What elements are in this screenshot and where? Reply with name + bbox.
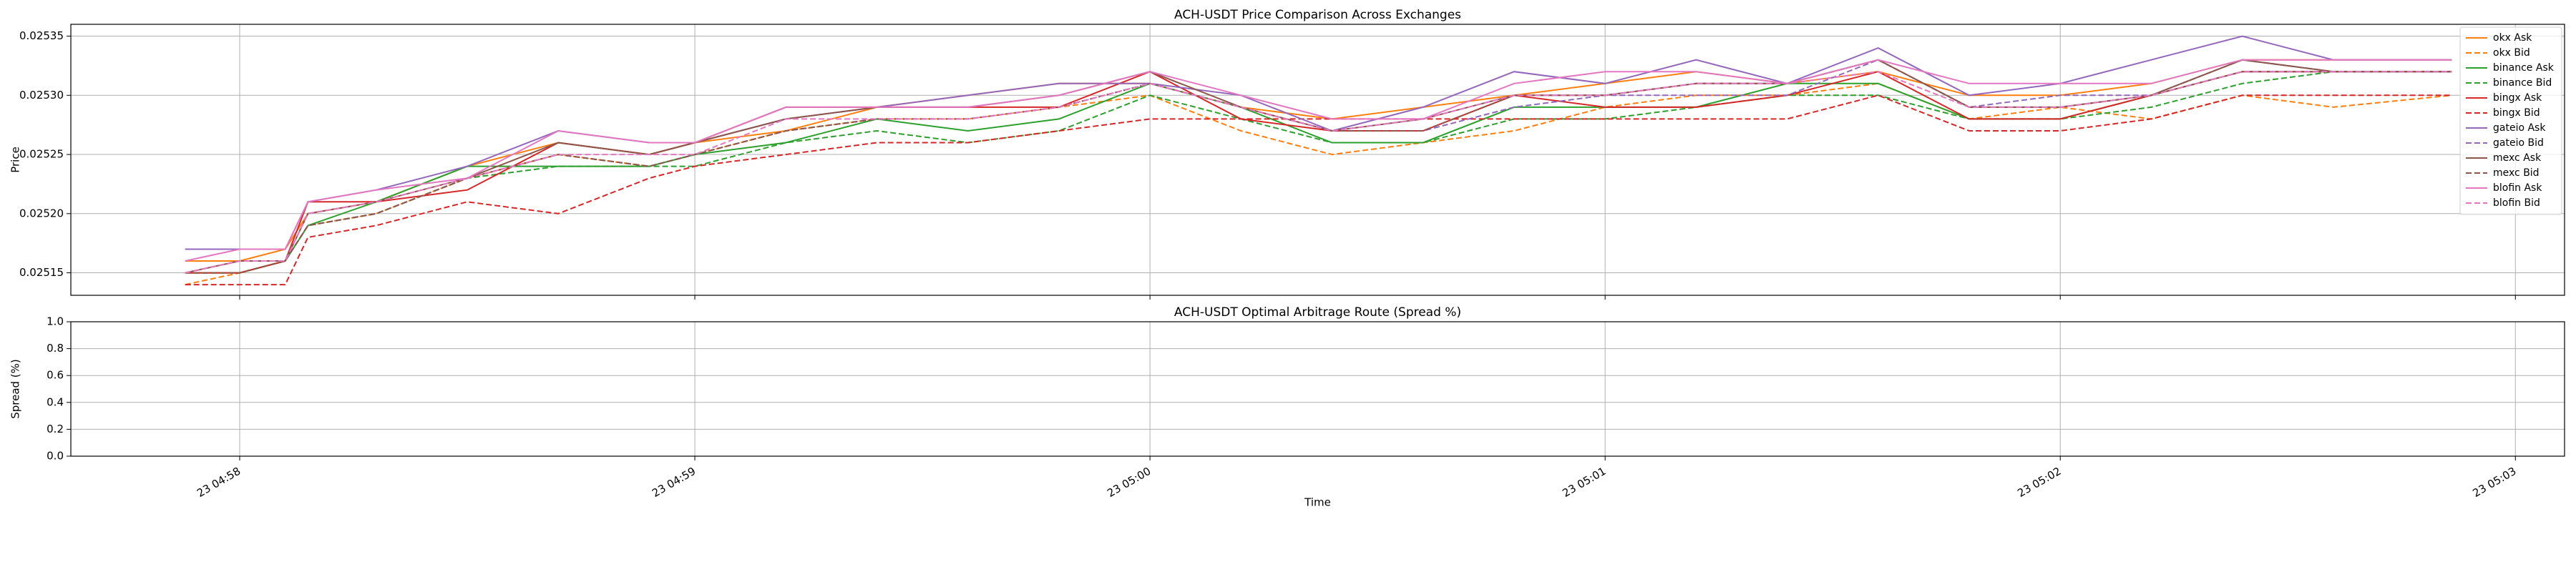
legend-label: blofin Bid	[2493, 197, 2540, 209]
y-tick-label: 0.6	[47, 369, 64, 382]
chart-title: ACH-USDT Optimal Arbitrage Route (Spread…	[1174, 305, 1461, 320]
legend-label: gateio Ask	[2493, 122, 2546, 134]
y-tick-label: 0.8	[47, 342, 64, 355]
axes-frame	[70, 321, 2565, 457]
x-tick-label: 23 05:02	[2015, 465, 2063, 500]
legend-label: gateio Bid	[2493, 137, 2544, 149]
x-tick-label: 23 04:58	[195, 465, 243, 500]
legend-label: bingx Bid	[2493, 107, 2540, 119]
price-line	[185, 71, 2452, 274]
x-tick-label: 23 05:03	[2470, 465, 2518, 500]
legend-label: okx Bid	[2493, 47, 2530, 59]
x-tick-label: 23 05:01	[1560, 465, 1608, 500]
price-line	[185, 94, 2452, 286]
y-tick-label: 0.0	[47, 450, 64, 463]
y-tick-label: 0.02520	[19, 207, 64, 220]
legend-label: binance Bid	[2493, 77, 2552, 89]
y-tick-label: 1.0	[47, 315, 64, 328]
x-axis-label: Time	[1304, 496, 1331, 509]
price-line	[185, 71, 2452, 274]
y-axis-label: Spread (%)	[9, 359, 22, 419]
y-tick-label: 0.02515	[19, 266, 64, 279]
legend-label: mexc Ask	[2493, 152, 2542, 164]
y-tick-label: 0.4	[47, 395, 64, 408]
price-line	[185, 82, 2452, 286]
price-line	[185, 71, 2452, 274]
x-tick-label: 23 04:59	[650, 465, 698, 500]
axes-frame	[70, 24, 2565, 296]
legend-label: okx Ask	[2493, 32, 2532, 44]
legend-label: mexc Bid	[2493, 167, 2540, 179]
legend-box	[2459, 26, 2562, 215]
legend-label: binance Ask	[2493, 62, 2555, 74]
y-tick-label: 0.02530	[19, 89, 64, 102]
y-axis-label: Price	[9, 147, 22, 173]
legend-label: blofin Ask	[2493, 182, 2542, 194]
y-tick-label: 0.2	[47, 423, 64, 435]
price-line	[185, 71, 2452, 274]
price-line	[185, 59, 2452, 274]
price-line	[185, 35, 2452, 250]
price-line	[185, 59, 2452, 262]
x-tick-label: 23 05:00	[1105, 465, 1153, 500]
y-tick-label: 0.02525	[19, 148, 64, 161]
legend-label: bingx Ask	[2493, 92, 2542, 104]
chart-title: ACH-USDT Price Comparison Across Exchang…	[1174, 8, 1461, 22]
y-tick-label: 0.02535	[19, 29, 64, 42]
